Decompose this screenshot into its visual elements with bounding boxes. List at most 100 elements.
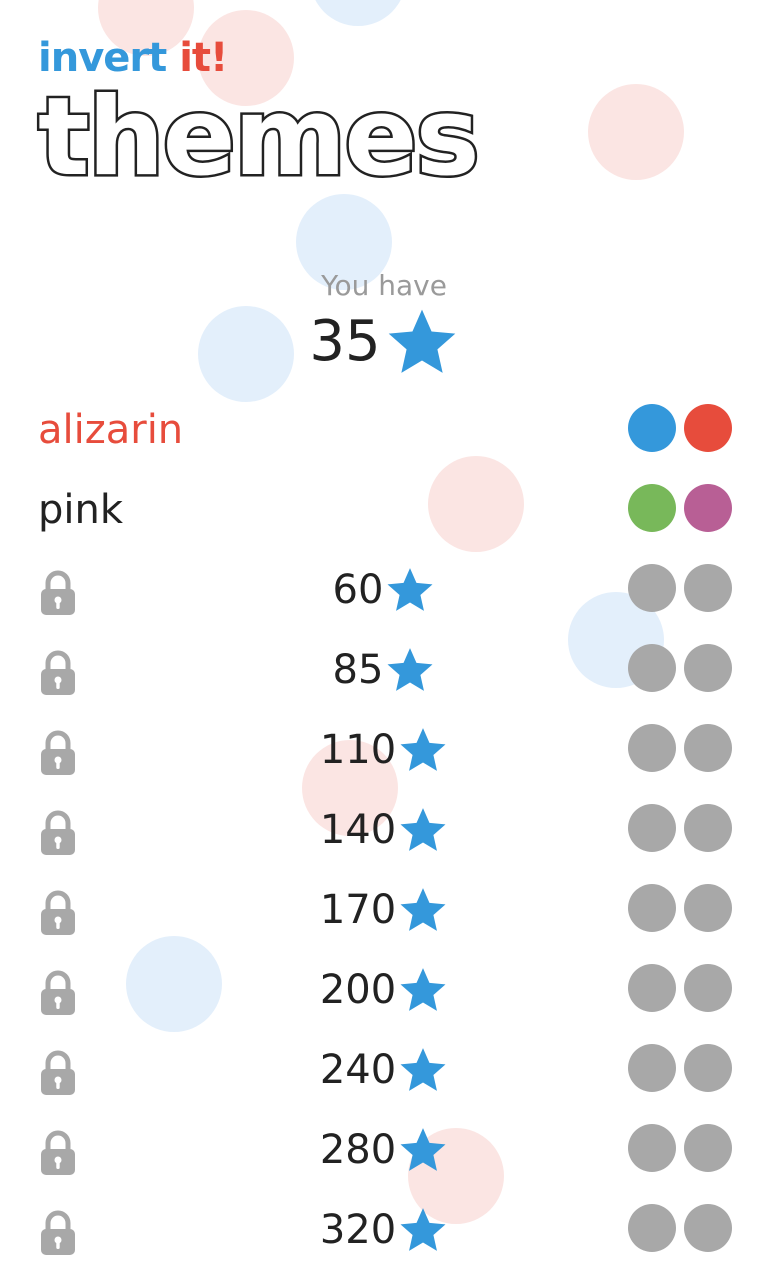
star-icon: [387, 568, 433, 611]
locked-swatch: [684, 644, 732, 692]
color-swatch: [684, 484, 732, 532]
theme-row-locked[interactable]: 170: [0, 870, 768, 950]
brand-word-invert: invert: [38, 35, 167, 81]
theme-swatches: [628, 564, 732, 612]
theme-swatches: [628, 484, 732, 532]
theme-price: 140: [0, 802, 768, 858]
price-value: 60: [332, 567, 384, 613]
background-bubble: [126, 936, 222, 1032]
locked-swatch: [684, 564, 732, 612]
background-bubble: [428, 456, 524, 552]
theme-row-locked[interactable]: 320: [0, 1190, 768, 1270]
balance-value: 35: [309, 309, 381, 374]
theme-swatches: [628, 1124, 732, 1172]
lock-icon: [41, 970, 75, 1015]
price-value: 240: [319, 1047, 397, 1093]
star-icon: [400, 888, 446, 931]
locked-swatch: [684, 1204, 732, 1252]
header: invert it! themes: [36, 30, 483, 200]
theme-row-locked[interactable]: 140: [0, 790, 768, 870]
theme-price: 200: [0, 962, 768, 1018]
theme-price: 110: [0, 722, 768, 778]
lock-icon: [41, 810, 75, 855]
star-icon: [400, 728, 446, 771]
star-icon: [400, 1048, 446, 1091]
background-bubble: [198, 306, 294, 402]
lock-icon: [41, 730, 75, 775]
locked-swatch: [684, 1124, 732, 1172]
locked-swatch: [628, 1204, 676, 1252]
star-balance: You have 35: [0, 268, 768, 380]
theme-row-locked[interactable]: 85: [0, 630, 768, 710]
theme-price: 60: [0, 562, 768, 618]
theme-swatches: [628, 964, 732, 1012]
theme-swatches: [628, 724, 732, 772]
price-value: 140: [319, 807, 397, 853]
theme-swatches: [628, 1044, 732, 1092]
background-bubble: [310, 0, 406, 26]
price-value: 200: [319, 967, 397, 1013]
app-logo: invert it!: [38, 30, 478, 86]
locked-swatch: [684, 724, 732, 772]
theme-swatches: [628, 404, 732, 452]
theme-price: 280: [0, 1122, 768, 1178]
theme-row-unlocked[interactable]: pink: [0, 470, 768, 550]
lock-icon: [41, 890, 75, 935]
locked-swatch: [684, 804, 732, 852]
locked-swatch: [628, 644, 676, 692]
theme-price: 240: [0, 1042, 768, 1098]
lock-icon: [41, 650, 75, 695]
locked-swatch: [628, 884, 676, 932]
price-value: 170: [319, 887, 397, 933]
price-value: 320: [319, 1207, 397, 1253]
theme-row-unlocked[interactable]: alizarin: [0, 390, 768, 470]
background-bubble: [296, 194, 392, 290]
theme-price: 320: [0, 1202, 768, 1258]
background-bubble: [588, 84, 684, 180]
color-swatch: [628, 484, 676, 532]
locked-swatch: [628, 564, 676, 612]
theme-swatches: [628, 804, 732, 852]
locked-swatch: [628, 964, 676, 1012]
star-icon: [400, 808, 446, 851]
lock-icon: [41, 1050, 75, 1095]
background-bubble: [302, 740, 398, 836]
theme-price: 170: [0, 882, 768, 938]
background-bubble: [198, 10, 294, 106]
star-icon: [388, 309, 455, 373]
locked-swatch: [684, 884, 732, 932]
theme-row-locked[interactable]: 240: [0, 1030, 768, 1110]
lock-icon: [41, 1130, 75, 1175]
price-value: 110: [319, 727, 397, 773]
star-icon: [400, 1208, 446, 1251]
theme-name: pink: [38, 487, 124, 533]
theme-row-locked[interactable]: 110: [0, 710, 768, 790]
star-icon: [387, 648, 433, 691]
locked-swatch: [628, 804, 676, 852]
star-icon: [400, 1128, 446, 1171]
lock-icon: [41, 570, 75, 615]
color-swatch: [684, 404, 732, 452]
balance-label: You have: [321, 269, 447, 302]
locked-swatch: [628, 1124, 676, 1172]
theme-swatches: [628, 1204, 732, 1252]
theme-row-locked[interactable]: 60: [0, 550, 768, 630]
theme-row-locked[interactable]: 200: [0, 950, 768, 1030]
page-title: themes: [36, 75, 483, 200]
locked-swatch: [684, 1044, 732, 1092]
locked-swatch: [684, 964, 732, 1012]
locked-swatch: [628, 1044, 676, 1092]
theme-swatches: [628, 644, 732, 692]
theme-row-locked[interactable]: 280: [0, 1110, 768, 1190]
theme-name: alizarin: [38, 407, 184, 453]
brand-word-it: it!: [179, 35, 228, 81]
theme-swatches: [628, 884, 732, 932]
lock-icon: [41, 1210, 75, 1255]
balance-value-row: 35: [309, 304, 458, 380]
theme-price: 85: [0, 642, 768, 698]
locked-swatch: [628, 724, 676, 772]
price-value: 85: [332, 647, 384, 693]
color-swatch: [628, 404, 676, 452]
price-value: 280: [319, 1127, 397, 1173]
star-icon: [400, 968, 446, 1011]
